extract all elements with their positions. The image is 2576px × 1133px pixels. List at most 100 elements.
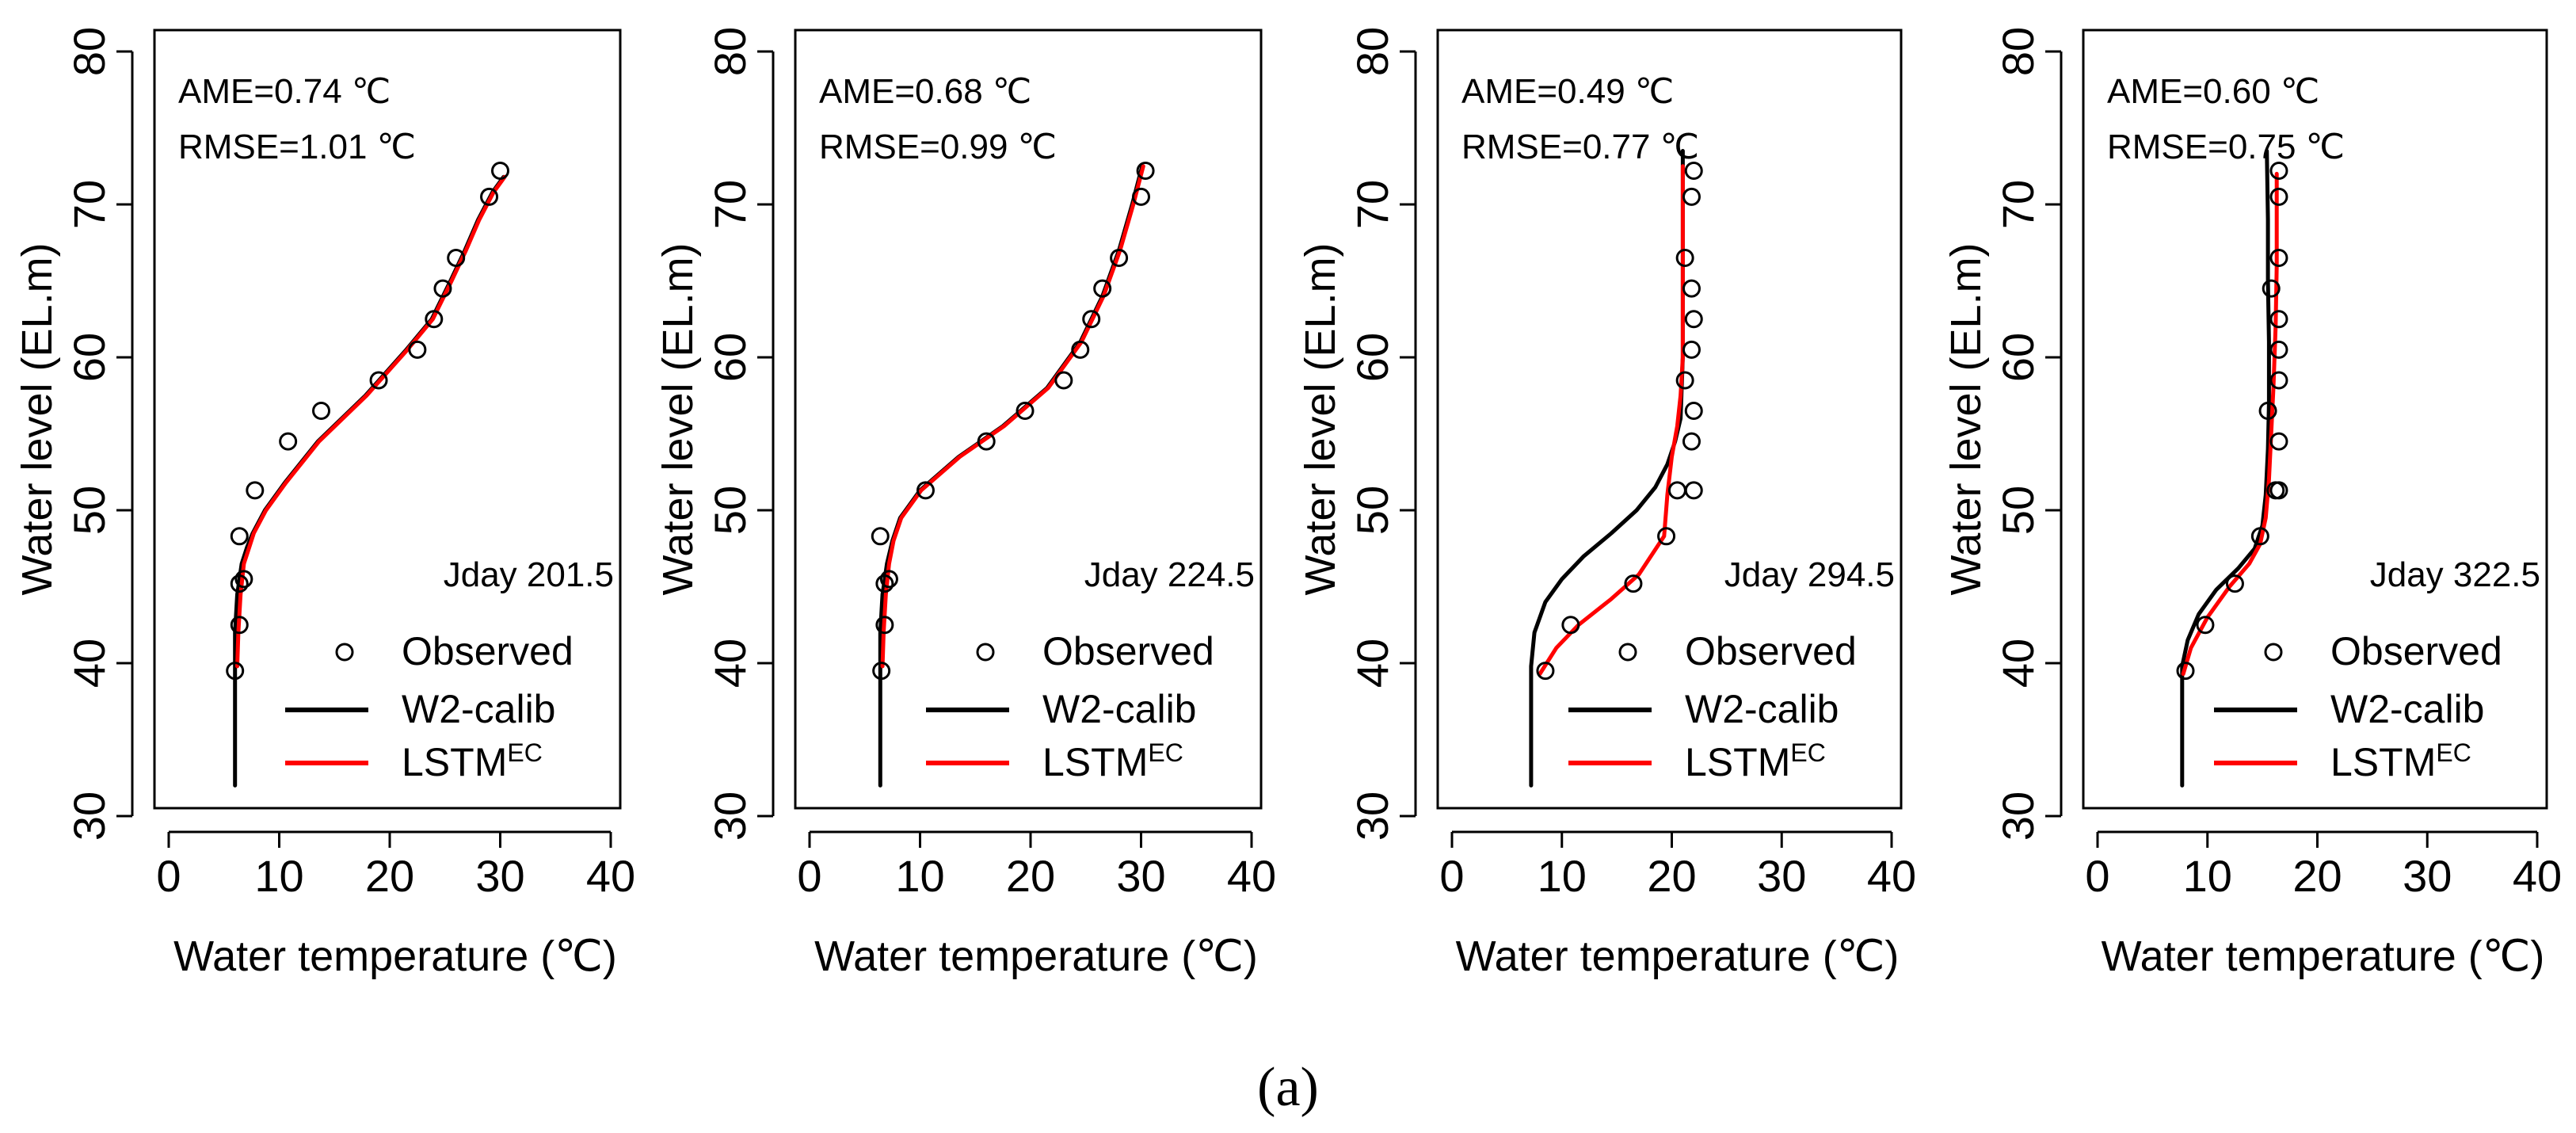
jday-label: Jday 322.5 [2370,555,2540,594]
y-tick-label: 30 [705,792,755,841]
observed-point [2250,527,2269,546]
observed-point [2196,616,2215,635]
observed-point [1082,310,1101,329]
observed-point [2269,371,2288,390]
legend-label: W2-calib [1685,687,1839,731]
y-tick-label: 70 [1993,180,2043,229]
legend-label: Observed [1685,629,1857,673]
observed-point [1667,481,1686,500]
ame-stat: AME=0.60 ℃ [2107,72,2319,111]
legend-observed-marker [2264,643,2283,662]
x-tick-label: 20 [365,851,414,901]
x-axis-label: Water temperature (℃) [2102,933,2545,980]
observed-point [491,162,509,181]
observed-point [2262,279,2281,298]
observed-point [2269,310,2288,329]
figure-caption: (a) [1257,1057,1319,1118]
x-tick-label: 30 [1757,851,1806,901]
observed-point [447,249,466,268]
observed-point [1682,187,1701,206]
legend-label: W2-calib [402,687,555,731]
observed-point [1684,481,1703,500]
observed-point [1093,279,1112,298]
y-tick-label: 50 [705,486,755,535]
x-tick-label: 40 [1227,851,1276,901]
series-line-lstm [2181,171,2279,676]
observed-point [246,481,265,500]
series-line-w2-calib [1529,149,1685,788]
x-tick-label: 0 [1439,851,1464,901]
x-axis-label: Water temperature (℃) [1456,933,1900,980]
rmse-stat: RMSE=0.75 ℃ [2107,128,2345,166]
observed-point [875,574,894,593]
chart-panel-1: 30 40 50 60 70 80 0 10 20 30 40 Water temperature (… [13,27,635,980]
y-tick-label: 50 [1993,486,2043,535]
observed-point [2176,662,2195,681]
observed-point [1624,574,1643,593]
observed-point [279,432,298,451]
observed-point [230,616,249,635]
y-tick-label: 40 [64,639,114,688]
y-tick-label: 70 [1347,180,1397,229]
x-tick-label: 30 [475,851,524,901]
x-axis-label: Water temperature (℃) [173,933,617,980]
observed-point [1536,662,1555,681]
observed-point [2269,249,2288,268]
rmse-stat: RMSE=1.01 ℃ [178,128,416,166]
plot-frame [1436,29,1903,810]
x-tick-label: 10 [1538,851,1587,901]
jday-label: Jday 201.5 [444,555,614,594]
observed-point [916,481,935,500]
observed-point [2269,340,2288,359]
x-tick-label: 40 [2513,851,2562,901]
observed-point [2269,187,2288,206]
x-tick-label: 0 [797,851,821,901]
x-tick-label: 0 [2085,851,2109,901]
observed-point [872,662,891,681]
x-tick-label: 20 [2292,851,2342,901]
y-axis-label: Water level (EL.m) [654,242,702,595]
x-tick-label: 10 [895,851,944,901]
x-tick-label: 0 [156,851,181,901]
ame-stat: AME=0.74 ℃ [178,72,391,111]
legend-label: Observed [402,629,574,673]
observed-point [2258,402,2277,421]
series-line-w2-calib [2180,149,2271,788]
observed-point [369,371,388,390]
chart-panel-2: 30 40 50 60 70 80 0 10 20 30 40 Water temperature (… [654,27,1276,980]
observed-point [1657,527,1676,546]
observed-point [1682,279,1701,298]
legend-label: LSTMEC [2330,738,2471,784]
x-tick-label: 10 [2183,851,2232,901]
y-tick-label: 80 [1347,27,1397,76]
y-tick-label: 60 [705,333,755,382]
plot-frame [794,29,1263,810]
legend-label: Observed [2330,629,2502,673]
observed-point [2269,432,2288,451]
observed-point [977,432,996,451]
y-axis-label: Water level (EL.m) [1297,242,1344,595]
legend-label: LSTMEC [1685,738,1826,784]
ame-stat: AME=0.49 ℃ [1461,72,1674,111]
observed-point [230,527,249,546]
observed-point [2225,574,2244,593]
observed-point [1682,432,1701,451]
observed-point [1561,616,1580,635]
observed-point [1132,187,1150,206]
observed-point [408,340,427,359]
rmse-stat: RMSE=0.77 ℃ [1461,128,1699,166]
observed-point [1684,310,1703,329]
ame-stat: AME=0.68 ℃ [819,72,1031,111]
y-tick-label: 60 [64,333,114,382]
observed-point [1684,162,1703,181]
observed-point [425,310,444,329]
x-tick-label: 10 [254,851,303,901]
observed-point [871,527,890,546]
y-tick-label: 30 [64,792,114,841]
y-tick-label: 80 [64,27,114,76]
observed-point [1682,340,1701,359]
chart-panel-3: 30 40 50 60 70 80 0 10 20 30 40 Water temperature (… [1297,27,1916,980]
rmse-stat: RMSE=0.99 ℃ [819,128,1057,166]
y-tick-label: 40 [705,639,755,688]
